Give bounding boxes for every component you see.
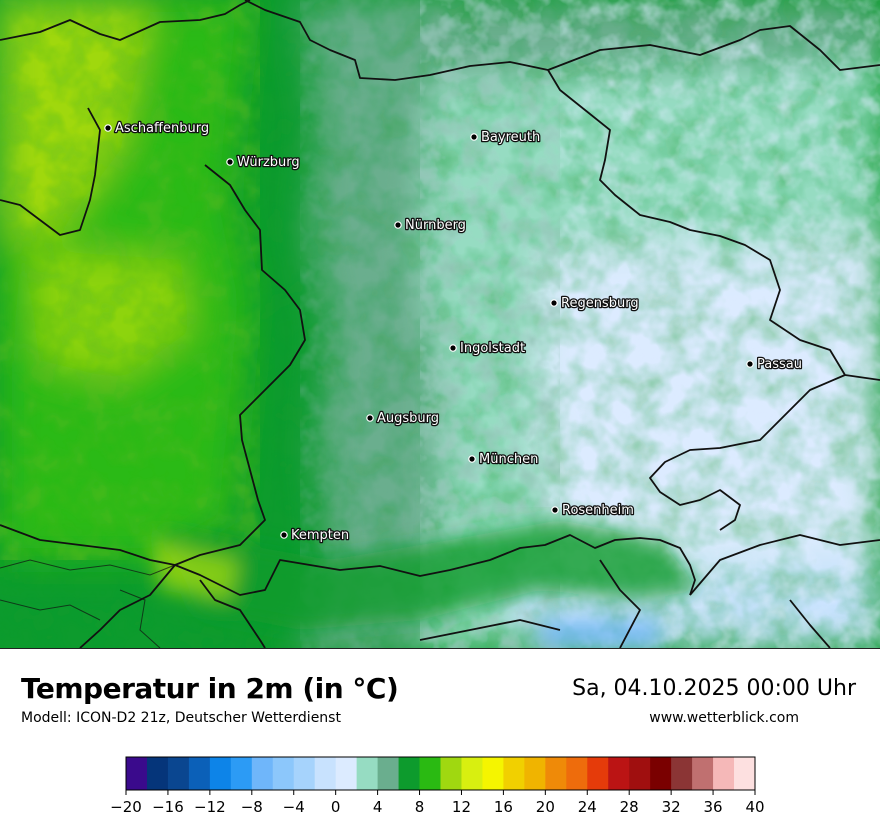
legend-swatch (356, 757, 378, 790)
legend-tick-label: 4 (373, 798, 383, 816)
legend-swatch (377, 757, 399, 790)
city-dot (394, 221, 402, 229)
legend-tick-label: −8 (241, 798, 263, 816)
legend-swatch (566, 757, 588, 790)
city-dot (280, 531, 288, 539)
city-marker: München (468, 451, 540, 468)
legend-swatch (293, 757, 316, 790)
city-dot (551, 506, 559, 514)
city-marker: Nürnberg (394, 217, 467, 234)
city-label: Aschaffenburg (115, 121, 209, 136)
legend-tick-label: −20 (110, 798, 142, 816)
legend-swatch (587, 757, 609, 790)
legend-swatch (734, 757, 756, 790)
legend-border (125, 756, 756, 791)
legend-swatch (713, 757, 735, 790)
legend-swatch (126, 757, 148, 790)
city-label: Würzburg (237, 155, 300, 170)
city-marker: Rosenheim (551, 502, 635, 519)
color-legend: −20 −16 −12 −8 −4 0 4 8 12 16 20 24 28 32 36 40 (0, 753, 880, 823)
legend-swatch (503, 757, 525, 790)
legend-tick-label: 8 (415, 798, 425, 816)
city-marker: Bayreuth (470, 129, 542, 146)
city-dot (468, 455, 476, 463)
city-marker: Ingolstadt (449, 340, 526, 357)
legend-tick-label: 36 (704, 798, 723, 816)
legend-swatch (209, 757, 232, 790)
city-dot (470, 133, 478, 141)
legend-swatch (398, 757, 420, 790)
legend-tick-label: 24 (578, 798, 597, 816)
legend-tick-label: −12 (194, 798, 226, 816)
legend-tick-label: 0 (331, 798, 341, 816)
legend-swatch (545, 757, 567, 790)
legend-swatch (272, 757, 295, 790)
legend-swatch (692, 757, 714, 790)
legend-swatch (461, 757, 483, 790)
legend-swatch (167, 757, 190, 790)
river-lines (0, 559, 176, 648)
legend-tick-label: −16 (152, 798, 184, 816)
legend-swatch (314, 757, 337, 790)
legend-tick-label: 12 (452, 798, 471, 816)
temperature-field (0, 0, 880, 648)
city-dot (550, 299, 558, 307)
city-marker: Würzburg (226, 154, 301, 171)
city-label: Ingolstadt (460, 341, 525, 356)
city-dot (746, 360, 754, 368)
legend-tick-label: 16 (494, 798, 513, 816)
legend-swatch (482, 757, 504, 790)
city-dot (449, 344, 457, 352)
city-label: Kempten (291, 528, 349, 543)
legend-swatch (608, 757, 630, 790)
city-dot (226, 158, 234, 166)
legend-tick-label: 32 (662, 798, 681, 816)
legend-swatch (335, 757, 358, 790)
city-dot (104, 124, 112, 132)
city-marker: Regensburg (550, 295, 640, 312)
legend-swatch (251, 757, 274, 790)
legend-tick-label: 20 (536, 798, 555, 816)
legend-tick-label: −4 (283, 798, 305, 816)
legend-tick-label: 28 (620, 798, 639, 816)
region-borders (0, 0, 880, 648)
city-label: Regensburg (561, 296, 639, 311)
legend-swatch (146, 757, 169, 790)
website-link[interactable]: www.wetterblick.com (649, 710, 799, 726)
model-source: Modell: ICON-D2 21z, Deutscher Wetterdie… (21, 710, 341, 726)
city-label: Augsburg (377, 411, 439, 426)
city-marker: Aschaffenburg (104, 120, 210, 137)
city-marker: Augsburg (366, 410, 440, 427)
city-label: Passau (757, 357, 802, 372)
forecast-datetime: Sa, 04.10.2025 00:00 Uhr (572, 676, 856, 701)
city-label: Rosenheim (562, 503, 634, 518)
legend-swatch (650, 757, 672, 790)
city-label: Nürnberg (405, 218, 466, 233)
city-markers: Aschaffenburg Würzburg Bayreuth Nürnberg Reg… (104, 120, 803, 544)
legend-swatch (230, 757, 253, 790)
city-dot (366, 414, 374, 422)
city-marker: Passau (746, 356, 803, 373)
legend-tick-label: 40 (745, 798, 764, 816)
legend-swatch (671, 757, 693, 790)
legend-swatch (188, 757, 211, 790)
temperature-map: Aschaffenburg Würzburg Bayreuth Nürnberg Reg… (0, 0, 880, 649)
city-label: Bayreuth (481, 130, 540, 145)
map-footer: Temperatur in 2m (in °C) Modell: ICON-D2… (0, 649, 880, 830)
legend-swatch (440, 757, 462, 790)
city-marker: Kempten (280, 527, 350, 544)
legend-swatch (419, 757, 441, 790)
legend-swatch (524, 757, 546, 790)
map-title: Temperatur in 2m (in °C) (21, 672, 399, 705)
legend-swatch (629, 757, 651, 790)
city-label: München (479, 452, 538, 467)
